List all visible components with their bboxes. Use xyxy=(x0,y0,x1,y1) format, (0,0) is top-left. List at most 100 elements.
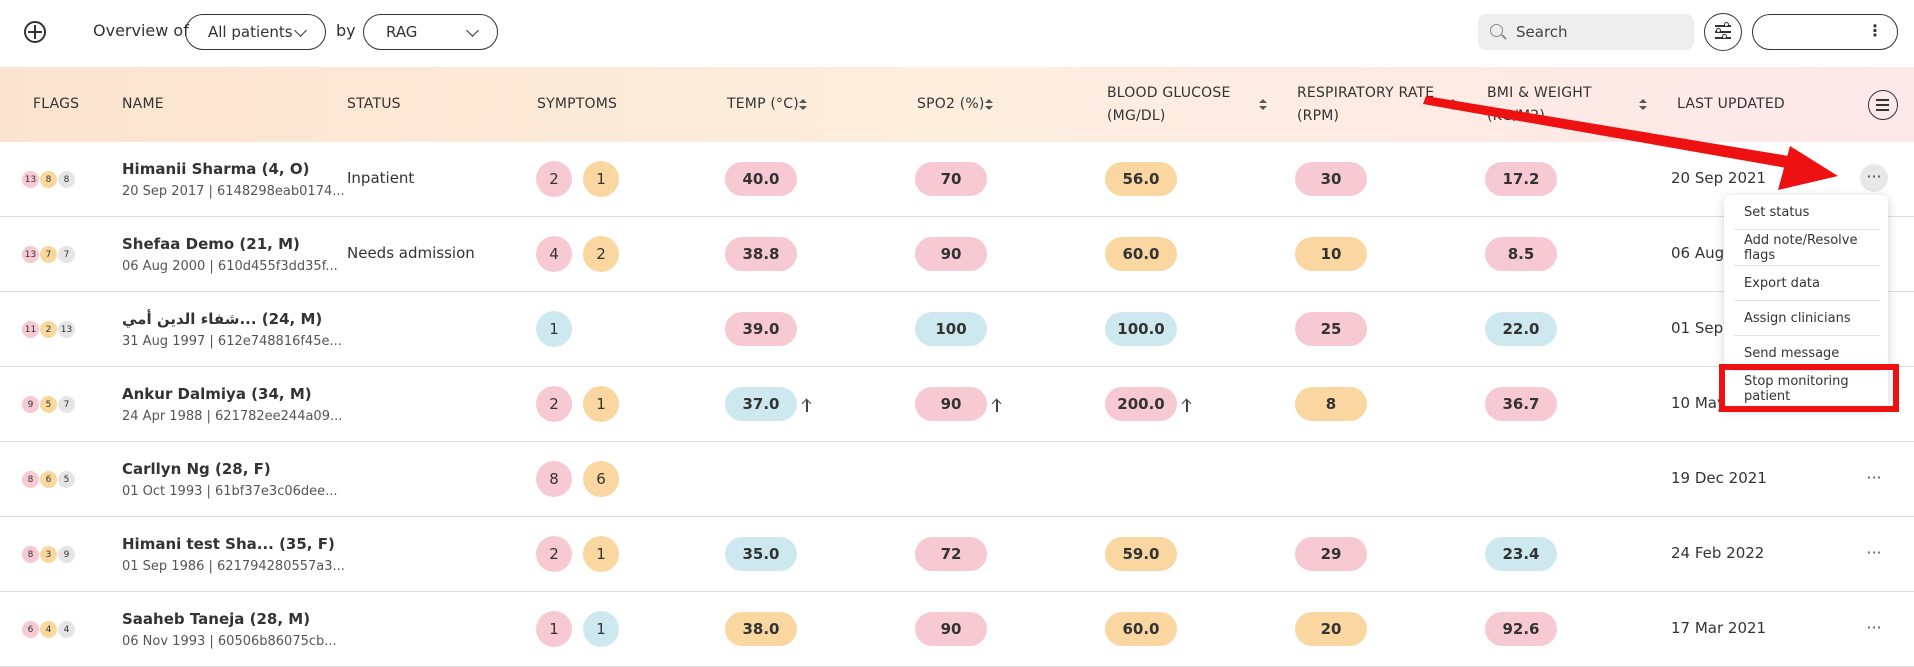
sort-icon[interactable] xyxy=(1259,99,1267,111)
col-resp[interactable]: RESPIRATORY RATE xyxy=(1297,85,1435,101)
app-logo-icon[interactable] xyxy=(24,21,46,43)
menu-item-add-note[interactable]: Add note/Resolve flags xyxy=(1734,231,1880,266)
table-row[interactable]: 13 8 8 Himanii Sharma (4, O) 20 Sep 2017 | 6… xyxy=(0,142,1914,217)
table-row[interactable]: 11 2 13 شفاء الدين أمي... (24, M) 31 Aug 199… xyxy=(0,292,1914,367)
sort-icon[interactable] xyxy=(1639,99,1647,111)
flag-badge: 5 xyxy=(58,471,75,488)
search-box[interactable] xyxy=(1478,14,1694,50)
table-row[interactable]: 8 6 5 Carllyn Ng (28, F) 01 Oct 1993 | 61bf3… xyxy=(0,442,1914,517)
glucose-value: 60.0 xyxy=(1105,237,1177,271)
patient-name[interactable]: Saaheb Taneja (28, M) xyxy=(122,610,311,628)
flag-counts: 11 2 13 xyxy=(22,321,76,338)
col-bmi-unit: (KG/M2) xyxy=(1487,108,1546,124)
temp-value: 39.0 xyxy=(725,312,797,346)
col-last-updated: LAST UPDATED xyxy=(1677,96,1785,112)
menu-item-assign-clinicians[interactable]: Assign clinicians xyxy=(1734,301,1880,336)
table-row[interactable]: 13 7 7 Shefaa Demo (21, M) 06 Aug 2000 | 610… xyxy=(0,217,1914,292)
group-by-select[interactable]: RAG xyxy=(363,14,498,50)
bmi-value: 92.6 xyxy=(1485,612,1557,646)
search-input[interactable] xyxy=(1516,20,1686,44)
table-row[interactable]: 9 5 7 Ankur Dalmiya (34, M) 24 Apr 1988 | 62… xyxy=(0,367,1914,442)
row-actions-button-active[interactable]: ··· xyxy=(1860,164,1888,192)
flag-counts: 13 7 7 xyxy=(22,246,76,263)
resp-value: 20 xyxy=(1295,612,1367,646)
patient-name[interactable]: Shefaa Demo (21, M) xyxy=(122,235,300,253)
resp-value: 29 xyxy=(1295,537,1367,571)
table-row[interactable]: 8 3 9 Himani test Sha... (35, F) 01 Sep 1986… xyxy=(0,517,1914,592)
temp-value: 40.0 xyxy=(725,162,797,196)
temp-value: 38.8 xyxy=(725,237,797,271)
glucose-value: 200.0 xyxy=(1105,387,1177,421)
spo2-value: 72 xyxy=(915,537,987,571)
patients-select-value: All patients xyxy=(208,23,293,41)
search-icon xyxy=(1490,24,1503,37)
col-spo2[interactable]: SPO2 (%) xyxy=(917,96,985,112)
flag-badge: 9 xyxy=(22,396,39,413)
patient-name[interactable]: Himani test Sha... (35, F) xyxy=(122,535,335,553)
col-name: NAME xyxy=(122,96,164,112)
last-updated: 20 Sep 2021 xyxy=(1671,169,1767,187)
patient-name[interactable]: Himanii Sharma (4, O) xyxy=(122,160,310,178)
flag-badge: 8 xyxy=(40,171,57,188)
row-actions-button[interactable]: ··· xyxy=(1866,468,1882,487)
overview-label: Overview of xyxy=(93,21,189,40)
patient-name[interactable]: Ankur Dalmiya (34, M) xyxy=(122,385,312,403)
patient-details: 20 Sep 2017 | 6148298eab0174... xyxy=(122,184,345,199)
col-temp[interactable]: TEMP (°C) xyxy=(727,96,799,112)
filter-settings-button[interactable] xyxy=(1704,13,1742,51)
symptom-badge: 1 xyxy=(536,311,572,347)
col-symptoms: SYMPTOMS xyxy=(537,96,618,112)
symptom-badge: 2 xyxy=(536,536,572,572)
symptom-badge: 8 xyxy=(536,461,572,497)
bmi-value: 23.4 xyxy=(1485,537,1557,571)
symptom-badge: 1 xyxy=(583,536,619,572)
last-updated: 17 Mar 2021 xyxy=(1671,619,1767,637)
flag-badge: 6 xyxy=(22,621,39,638)
menu-item-set-status[interactable]: Set status xyxy=(1734,195,1880,230)
col-glucose[interactable]: BLOOD GLUCOSE xyxy=(1107,85,1231,101)
menu-item-send-message[interactable]: Send message xyxy=(1734,336,1880,371)
patient-details: 24 Apr 1988 | 621782ee244a09... xyxy=(122,409,343,424)
col-bmi[interactable]: BMI & WEIGHT xyxy=(1487,85,1592,101)
last-updated: 19 Dec 2021 xyxy=(1671,469,1767,487)
row-actions-button[interactable]: ··· xyxy=(1866,618,1882,637)
menu-item-stop-monitoring[interactable]: Stop monitoring patient xyxy=(1744,373,1849,404)
flag-badge: 13 xyxy=(58,321,75,338)
flag-badge: 9 xyxy=(58,546,75,563)
sort-icon[interactable] xyxy=(799,99,807,111)
flag-badge: 4 xyxy=(58,621,75,638)
temp-value: 35.0 xyxy=(725,537,797,571)
column-menu-button[interactable] xyxy=(1868,90,1898,120)
symptom-badge: 1 xyxy=(536,611,572,647)
bmi-value: 36.7 xyxy=(1485,387,1557,421)
table-row[interactable]: 6 4 4 Saaheb Taneja (28, M) 06 Nov 1993 | 60… xyxy=(0,592,1914,667)
flag-badge: 8 xyxy=(22,471,39,488)
bmi-value: 8.5 xyxy=(1485,237,1557,271)
flag-badge: 13 xyxy=(22,246,39,263)
patient-name[interactable]: شفاء الدين أمي... (24, M) xyxy=(122,310,323,328)
row-actions-button[interactable]: ··· xyxy=(1866,543,1882,562)
patient-status: Inpatient xyxy=(347,169,415,187)
symptom-badge: 2 xyxy=(536,386,572,422)
temp-value: 37.0 xyxy=(725,387,797,421)
col-glucose-unit: (MG/DL) xyxy=(1107,108,1166,124)
patients-select[interactable]: All patients xyxy=(185,14,326,50)
patient-status: Needs admission xyxy=(347,244,475,262)
patient-name[interactable]: Carllyn Ng (28, F) xyxy=(122,460,271,478)
glucose-value: 59.0 xyxy=(1105,537,1177,571)
col-resp-unit: (RPM) xyxy=(1297,108,1340,124)
menu-item-export-data[interactable]: Export data xyxy=(1734,266,1880,301)
flag-badge: 13 xyxy=(22,171,39,188)
row-actions-menu: Set status Add note/Resolve flags Export… xyxy=(1724,195,1888,409)
sort-icon[interactable] xyxy=(1449,99,1457,111)
table-header: FLAGS NAME STATUS SYMPTOMS TEMP (°C) SPO… xyxy=(0,67,1914,142)
flag-badge: 4 xyxy=(40,621,57,638)
col-status: STATUS xyxy=(347,96,401,112)
last-updated: 01 Sep xyxy=(1671,319,1724,337)
resp-value: 10 xyxy=(1295,237,1367,271)
flag-badge: 8 xyxy=(58,171,75,188)
chevron-down-icon xyxy=(466,24,479,37)
user-menu-button[interactable]: ⋮ xyxy=(1752,14,1898,50)
sort-icon[interactable] xyxy=(985,99,993,111)
